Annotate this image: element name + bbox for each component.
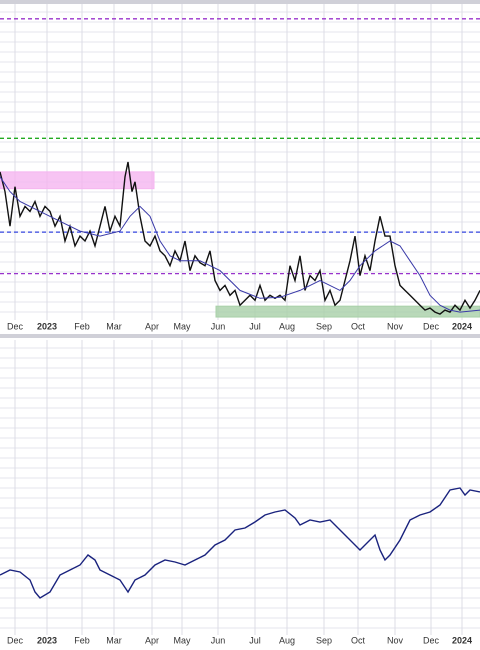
x-tick-label: Jun	[211, 635, 226, 645]
x-tick-label: Apr	[145, 321, 159, 331]
x-tick-label: Oct	[351, 321, 366, 331]
x-tick-label: Nov	[387, 635, 404, 645]
x-tick-label: 2024	[452, 635, 472, 645]
x-tick-label: Jun	[211, 321, 226, 331]
x-tick-label: Sep	[316, 635, 332, 645]
panel-separator	[0, 334, 480, 338]
x-tick-label: Mar	[106, 635, 122, 645]
x-tick-label: Aug	[279, 321, 295, 331]
x-tick-label: Feb	[74, 321, 90, 331]
series-line	[0, 176, 480, 313]
x-tick-label: Jul	[249, 321, 261, 331]
x-tick-label: Oct	[351, 635, 366, 645]
x-tick-label: Dec	[423, 321, 440, 331]
x-tick-label: May	[173, 321, 191, 331]
x-tick-label: Feb	[74, 635, 90, 645]
x-tick-label: 2024	[452, 321, 472, 331]
series-line	[0, 161, 480, 315]
x-tick-label: May	[173, 635, 191, 645]
x-tick-label: Nov	[387, 321, 404, 331]
x-tick-label: Aug	[279, 635, 295, 645]
x-tick-label: Apr	[145, 635, 159, 645]
x-tick-label: 2023	[37, 321, 57, 331]
panel-header	[0, 0, 480, 4]
x-tick-label: Dec	[423, 635, 440, 645]
x-tick-label: Jul	[249, 635, 261, 645]
x-tick-label: Dec	[7, 321, 24, 331]
series-line	[0, 487, 480, 599]
band	[215, 305, 480, 318]
x-tick-label: Dec	[7, 635, 24, 645]
band	[0, 171, 155, 190]
x-tick-label: Sep	[316, 321, 332, 331]
x-tick-label: Mar	[106, 321, 122, 331]
x-tick-label: 2023	[37, 635, 57, 645]
